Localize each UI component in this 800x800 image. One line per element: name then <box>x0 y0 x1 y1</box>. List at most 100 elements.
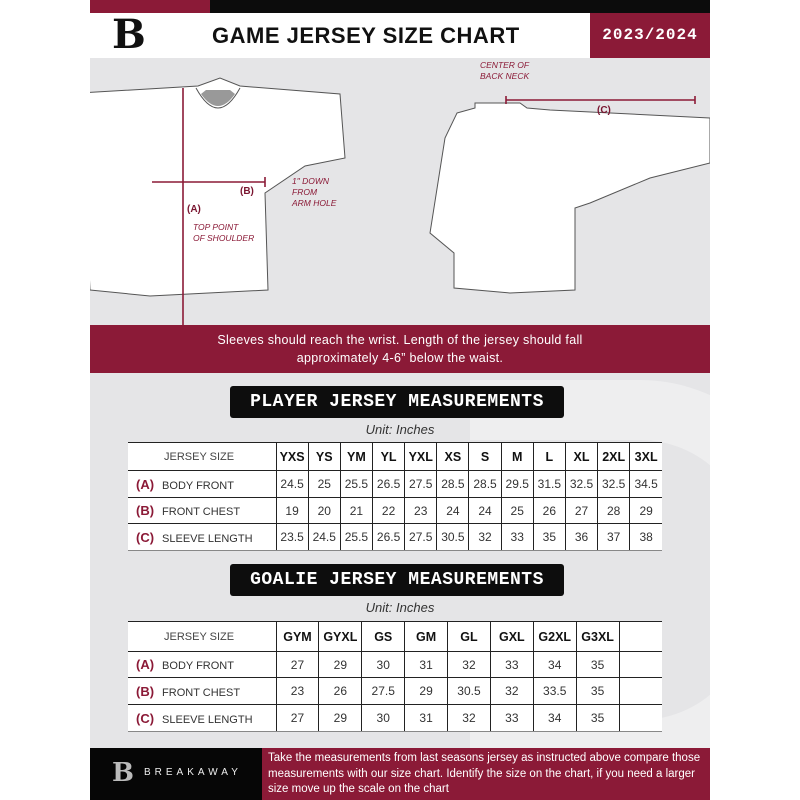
footer: B BREAKAWAY Take the measurements from l… <box>90 748 710 800</box>
table-cell <box>618 651 662 678</box>
player-title: PLAYER JERSEY MEASUREMENTS <box>230 386 564 418</box>
header-row: JERSEY SIZE YXS YS YM YL YXL XS S M L XL 2XL 3XL <box>128 442 662 471</box>
table-cell: 28.5 <box>436 470 470 498</box>
fit-notice: Sleeves should reach the wrist. Length o… <box>90 325 710 373</box>
label-c: (C) <box>597 105 611 116</box>
table-cell: 34.5 <box>629 470 662 498</box>
size-column-header: YXL <box>404 442 438 471</box>
table-cell: 23 <box>404 497 438 524</box>
row-label: (B) FRONT CHEST <box>128 497 277 524</box>
table-cell: 36 <box>564 523 599 551</box>
size-column-header: YS <box>307 442 341 471</box>
header-row: JERSEY SIZE GYM GYXL GS GM GL GXL G2XL G3XL <box>128 621 662 652</box>
table-row: (B) FRONT CHEST 23 26 27.5 29 30.5 32 33.5 35 <box>128 677 662 705</box>
table-cell: 30 <box>361 704 406 732</box>
table-row: (A) BODY FRONT 27 29 30 31 32 33 34 35 <box>128 651 662 678</box>
footer-logo: B BREAKAWAY <box>90 748 262 800</box>
arm-hole-label: 1" DOWN FROM ARM HOLE <box>292 176 337 208</box>
table-cell: 35 <box>575 704 620 732</box>
table-cell: 25 <box>307 470 341 498</box>
table-cell: 27.5 <box>404 470 438 498</box>
table-cell: 24 <box>436 497 470 524</box>
table-cell: 27 <box>275 704 320 732</box>
footer-brand: BREAKAWAY <box>144 767 242 778</box>
player-size-table: JERSEY SIZE YXS YS YM YL YXL XS S M L XL 2XL 3XL (A) B… <box>128 442 662 551</box>
row-label: (A) BODY FRONT <box>128 651 277 678</box>
table-cell: 26 <box>318 677 363 705</box>
table-row: (C) SLEEVE LENGTH 23.5 24.5 25.5 26.5 27.5 30.5… <box>128 523 662 551</box>
table-cell: 29 <box>404 677 449 705</box>
table-cell: 26.5 <box>371 470 406 498</box>
size-column-header: XS <box>436 442 470 471</box>
size-column-header: S <box>468 442 502 471</box>
size-column-header: L <box>532 442 566 471</box>
table-cell: 19 <box>275 497 309 524</box>
size-column-header: YM <box>339 442 374 471</box>
table-cell: 32.5 <box>564 470 599 498</box>
row-key: (C) <box>136 529 155 545</box>
size-column-header: 2XL <box>597 442 631 471</box>
table-cell: 30.5 <box>447 677 491 705</box>
table-cell: 33.5 <box>532 677 577 705</box>
table-row: (C) SLEEVE LENGTH 27 29 30 31 32 33 34 35 <box>128 704 662 732</box>
table-cell: 31.5 <box>532 470 566 498</box>
size-column-header: GXL <box>489 621 534 652</box>
row-label-text: FRONT CHEST <box>162 506 241 518</box>
table-cell: 27 <box>564 497 599 524</box>
row-key: (A) <box>136 657 155 672</box>
table-cell: 25 <box>500 497 534 524</box>
size-column-header: G2XL <box>532 621 577 652</box>
table-cell: 25.5 <box>339 523 374 551</box>
table-cell: 34 <box>532 704 577 732</box>
top-point-label: TOP POINT OF SHOULDER <box>193 222 255 243</box>
size-column-header: GS <box>361 621 406 652</box>
table-cell: 30.5 <box>436 523 470 551</box>
size-header: JERSEY SIZE <box>128 442 277 471</box>
table-cell: 31 <box>404 704 449 732</box>
row-label: (B) FRONT CHEST <box>128 677 277 705</box>
table-cell: 33 <box>500 523 534 551</box>
label-a: (A) <box>187 204 201 215</box>
table-cell: 27.5 <box>404 523 438 551</box>
table-cell: 25.5 <box>339 470 374 498</box>
center-back-neck-label: CENTER OF BACK NECK <box>480 60 530 81</box>
table-cell: 29.5 <box>500 470 534 498</box>
table-cell: 33 <box>489 651 534 678</box>
table-cell: 33 <box>489 704 534 732</box>
table-cell: 27.5 <box>361 677 406 705</box>
size-column-header: M <box>500 442 534 471</box>
fit-notice-line1: Sleeves should reach the wrist. Length o… <box>217 333 583 347</box>
goalie-unit: Unit: Inches <box>365 600 435 615</box>
fit-notice-line2: approximately 4-6” below the waist. <box>296 351 504 365</box>
table-cell: 35 <box>575 651 620 678</box>
table-cell: 32 <box>447 704 491 732</box>
size-column-header: 3XL <box>629 442 662 471</box>
goalie-size-table: JERSEY SIZE GYM GYXL GS GM GL GXL G2XL G3XL (A) BO… <box>128 621 662 732</box>
table-cell <box>618 677 662 705</box>
table-cell: 23 <box>275 677 320 705</box>
table-cell: 29 <box>629 497 662 524</box>
table-cell: 24 <box>468 497 502 524</box>
table-cell: 24.5 <box>307 523 341 551</box>
row-key: (A) <box>136 476 155 492</box>
row-key: (B) <box>136 683 155 699</box>
table-cell <box>618 704 662 732</box>
table-cell: 28 <box>597 497 631 524</box>
table-cell: 35 <box>532 523 566 551</box>
row-label-text: FRONT CHEST <box>162 686 241 699</box>
table-cell: 32.5 <box>597 470 631 498</box>
size-column-header: YXS <box>275 442 309 471</box>
size-column-header: G3XL <box>575 621 620 652</box>
table-cell: 22 <box>371 497 406 524</box>
table-cell: 37 <box>597 523 631 551</box>
table-cell: 21 <box>339 497 374 524</box>
jersey-diagram: CENTER OF BACK NECK (C) (B) 1" DOWN FROM… <box>90 58 710 325</box>
footer-instructions: Take the measurements from last seasons … <box>262 748 710 800</box>
size-column-header: GL <box>447 621 491 652</box>
table-cell: 38 <box>629 523 662 551</box>
brand-logo: B <box>112 11 146 58</box>
row-label-text: BODY FRONT <box>162 660 234 672</box>
size-column-header: GYM <box>275 621 320 652</box>
season-badge: 2023/2024 <box>590 13 710 58</box>
size-column-header <box>618 621 662 652</box>
